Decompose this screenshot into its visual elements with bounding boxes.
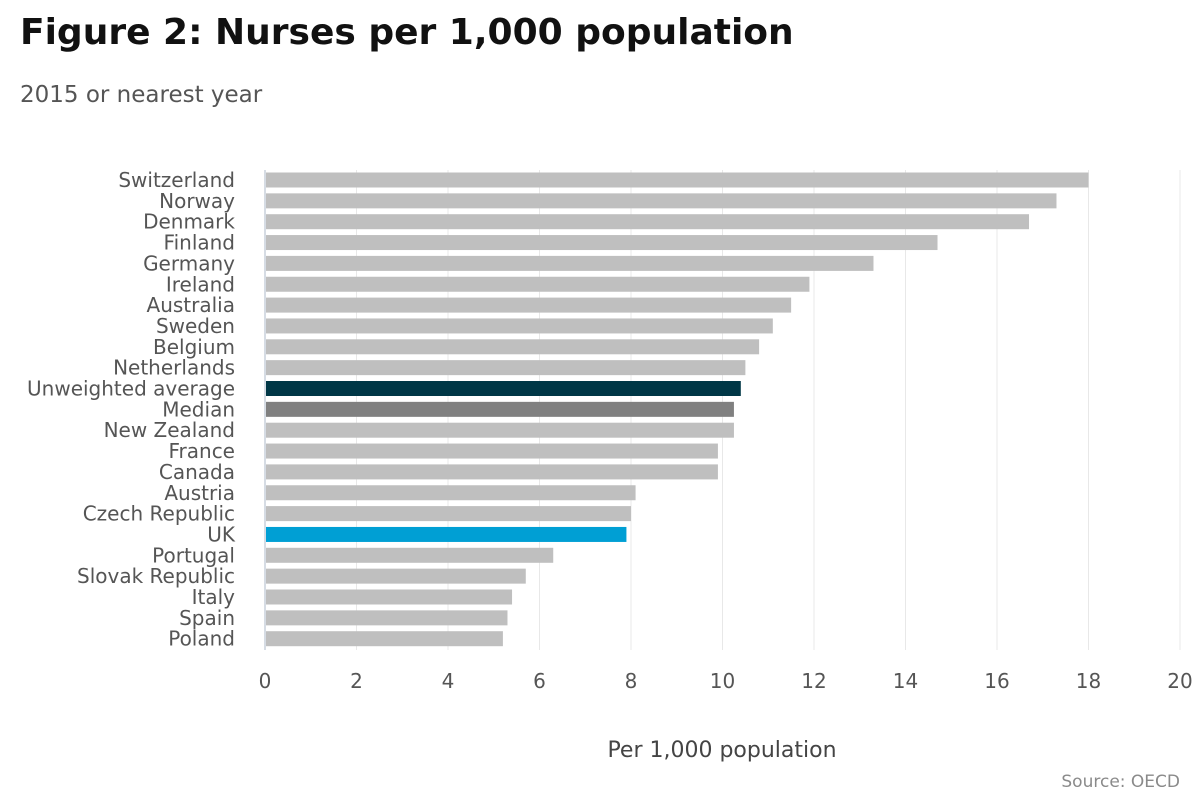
category-label-poland: Poland bbox=[168, 627, 235, 651]
bar-czech-republic bbox=[266, 506, 631, 522]
category-label-finland: Finland bbox=[164, 231, 235, 255]
x-tick-label-12: 12 bbox=[801, 669, 826, 693]
category-label-czech-republic: Czech Republic bbox=[83, 502, 235, 526]
category-label-australia: Australia bbox=[147, 293, 235, 317]
chart-title: Figure 2: Nurses per 1,000 population bbox=[20, 12, 794, 53]
category-label-canada: Canada bbox=[159, 460, 235, 484]
x-tick-label-2: 2 bbox=[350, 669, 363, 693]
bar-slovak-republic bbox=[266, 568, 526, 584]
category-label-italy: Italy bbox=[192, 585, 236, 609]
x-tick-label-4: 4 bbox=[442, 669, 455, 693]
category-label-median: Median bbox=[162, 397, 235, 421]
category-label-netherlands: Netherlands bbox=[113, 356, 235, 380]
category-label-spain: Spain bbox=[179, 606, 235, 630]
bar-median bbox=[266, 401, 734, 417]
category-label-norway: Norway bbox=[159, 189, 235, 213]
bar-germany bbox=[266, 255, 874, 271]
category-label-ireland: Ireland bbox=[166, 272, 235, 296]
bar-finland bbox=[266, 235, 938, 251]
category-label-portugal: Portugal bbox=[152, 543, 235, 567]
bar-poland bbox=[266, 631, 503, 647]
x-tick-label-10: 10 bbox=[710, 669, 735, 693]
bar-sweden bbox=[266, 318, 773, 334]
bar-switzerland bbox=[266, 172, 1089, 188]
category-label-denmark: Denmark bbox=[143, 210, 235, 234]
bar-ireland bbox=[266, 276, 810, 292]
category-label-belgium: Belgium bbox=[153, 335, 235, 359]
category-label-austria: Austria bbox=[164, 481, 235, 505]
x-tick-label-0: 0 bbox=[259, 669, 272, 693]
bar-portugal bbox=[266, 547, 554, 563]
x-tick-label-20: 20 bbox=[1167, 669, 1192, 693]
source-note: Source: OECD bbox=[1061, 772, 1180, 792]
chart-subtitle: 2015 or nearest year bbox=[20, 82, 263, 108]
category-label-switzerland: Switzerland bbox=[118, 168, 235, 192]
bar-new-zealand bbox=[266, 422, 734, 438]
x-axis-ticks: 0 2 4 6 8 10 12 14 16 18 20 bbox=[259, 669, 1193, 693]
x-tick-label-8: 8 bbox=[625, 669, 638, 693]
bar-uk bbox=[266, 526, 627, 542]
bar-spain bbox=[266, 610, 508, 626]
category-label-sweden: Sweden bbox=[156, 314, 235, 338]
bar-netherlands bbox=[266, 360, 746, 376]
bar-norway bbox=[266, 193, 1057, 209]
category-labels: SwitzerlandNorwayDenmarkFinlandGermanyIr… bbox=[27, 168, 236, 651]
category-label-slovak-republic: Slovak Republic bbox=[77, 564, 235, 588]
x-tick-label-16: 16 bbox=[984, 669, 1009, 693]
category-label-unweighted-average: Unweighted average bbox=[27, 377, 235, 401]
category-label-new-zealand: New Zealand bbox=[104, 418, 235, 442]
bar-unweighted-average bbox=[266, 381, 741, 396]
bar-italy bbox=[266, 589, 513, 605]
bar-austria bbox=[266, 485, 636, 501]
bar-france bbox=[266, 443, 718, 459]
category-label-uk: UK bbox=[207, 522, 236, 546]
bar-denmark bbox=[266, 214, 1030, 230]
category-label-france: France bbox=[168, 439, 235, 463]
x-tick-label-6: 6 bbox=[533, 669, 546, 693]
x-axis-title: Per 1,000 population bbox=[607, 738, 836, 763]
x-tick-label-14: 14 bbox=[893, 669, 918, 693]
bar-belgium bbox=[266, 339, 760, 355]
bar-canada bbox=[266, 464, 718, 480]
bar-australia bbox=[266, 297, 792, 313]
x-tick-label-18: 18 bbox=[1076, 669, 1101, 693]
category-label-germany: Germany bbox=[143, 251, 235, 275]
bars bbox=[266, 172, 1089, 647]
